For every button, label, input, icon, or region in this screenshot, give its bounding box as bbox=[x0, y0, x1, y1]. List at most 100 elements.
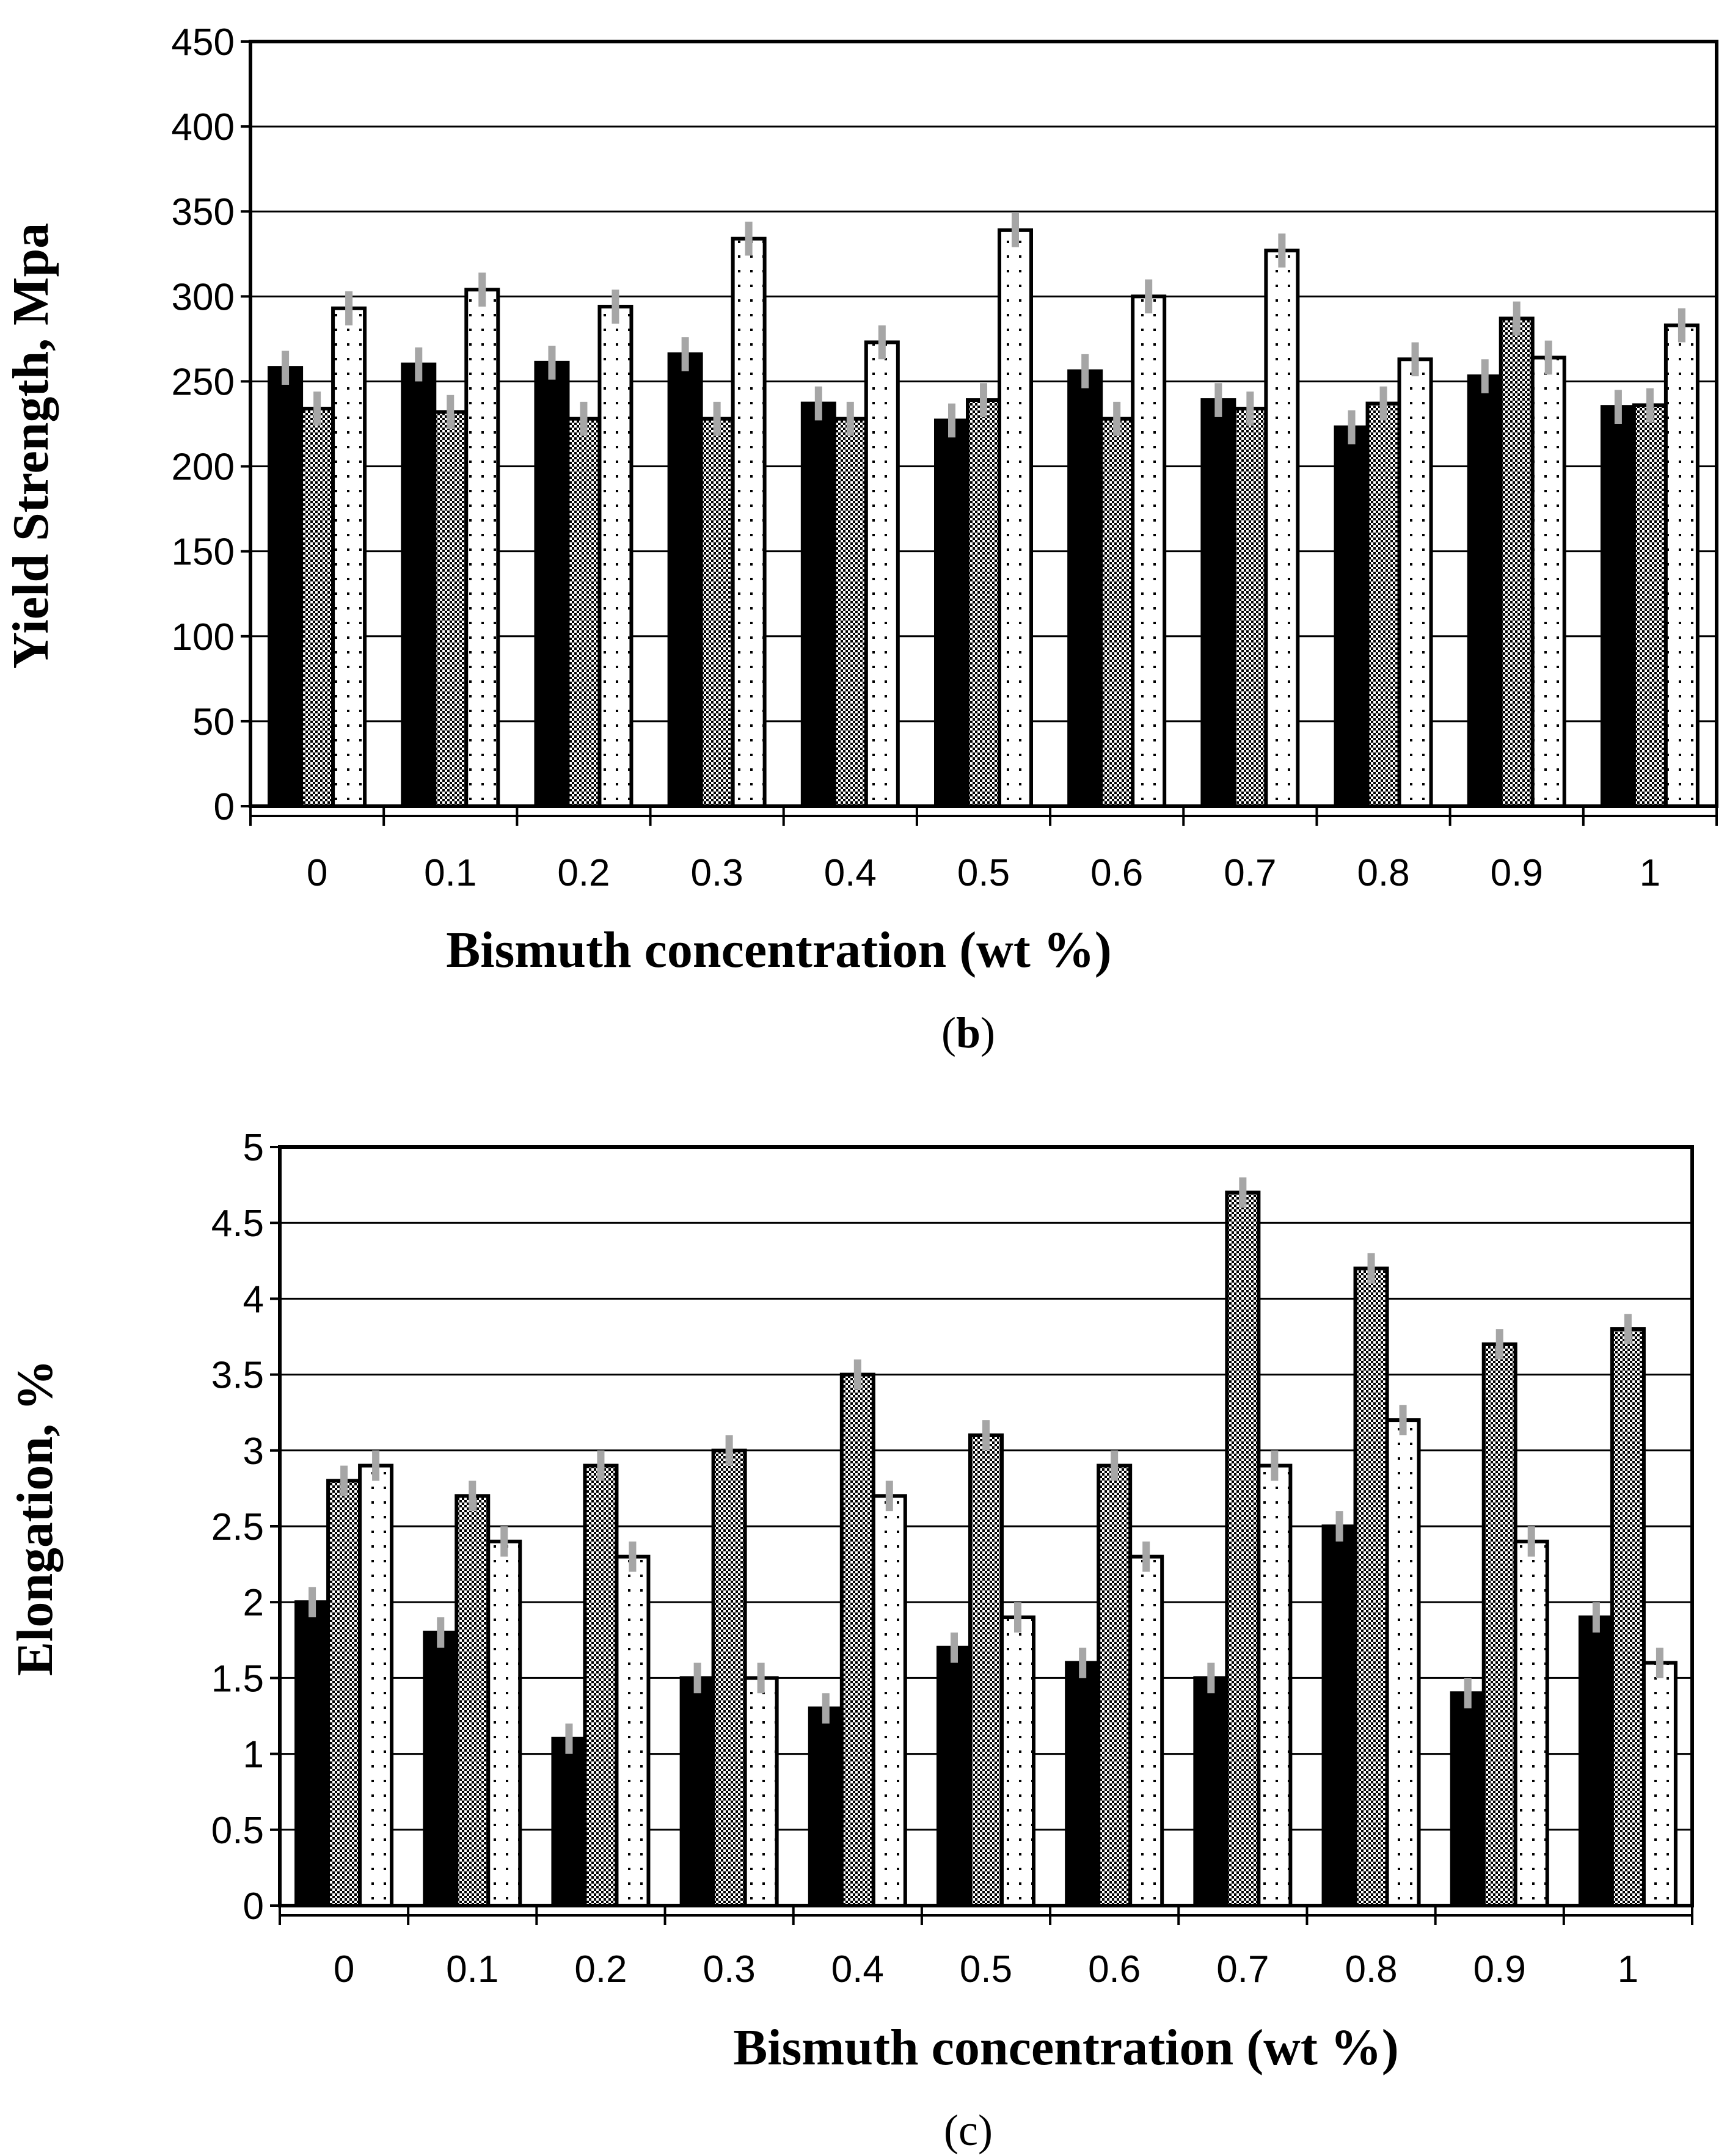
bar-black-0.4 bbox=[808, 1706, 844, 1908]
x-tick-label: 0.1 bbox=[446, 1948, 498, 1990]
bar-black-0.1 bbox=[423, 1630, 459, 1907]
x-tick-label: 0.5 bbox=[957, 852, 1010, 894]
error-bars bbox=[282, 213, 1685, 445]
y-tick-label: 300 bbox=[172, 276, 235, 318]
bar-dotted-0.1 bbox=[486, 1539, 522, 1908]
chart-panel-c: 0 0.5 1 1.5 2 2.5 3 3.5 4 4.5 5 0 0.1 0.2 0.3 0.4 0.5 0.… bbox=[7, 1127, 1694, 2155]
y-tick-label: 0 bbox=[214, 786, 235, 828]
bar-dotted-0 bbox=[358, 1463, 394, 1907]
bar-black-0.9 bbox=[1450, 1691, 1486, 1907]
bar-checkered-0.1 bbox=[433, 410, 469, 808]
bar-checkered-0.3 bbox=[711, 1448, 747, 1908]
bar-checkered-0.9 bbox=[1499, 316, 1535, 808]
bar-dotted-0.5 bbox=[998, 228, 1033, 808]
bar-black-0.8 bbox=[1334, 425, 1370, 808]
bar-dotted-0.2 bbox=[597, 305, 633, 808]
bar-checkered-0.8 bbox=[1365, 401, 1401, 808]
bar-dotted-0.1 bbox=[464, 288, 500, 808]
bar-black-0.6 bbox=[1067, 369, 1103, 808]
bar-dotted-0.6 bbox=[1128, 1554, 1164, 1907]
y-tick-labels: 0 0.5 1 1.5 2 2.5 3 3.5 4 4.5 5 bbox=[211, 1127, 280, 1928]
y-tick-label: 50 bbox=[192, 701, 235, 743]
y-tick-label: 3 bbox=[243, 1430, 264, 1473]
bar-checkered-0.4 bbox=[832, 417, 868, 808]
bar-black-0.4 bbox=[800, 401, 836, 808]
x-tick-label: 0.8 bbox=[1357, 852, 1409, 894]
x-axis-title: Bismuth concentration (wt %) bbox=[446, 922, 1112, 978]
y-tick-label: 1 bbox=[243, 1734, 264, 1776]
bar-dotted-0.7 bbox=[1257, 1463, 1293, 1907]
x-tick-label: 0.9 bbox=[1491, 852, 1543, 894]
x-tick-label: 0.6 bbox=[1090, 852, 1143, 894]
bar-dotted-0.8 bbox=[1385, 1418, 1421, 1908]
y-tick-label: 400 bbox=[172, 106, 235, 148]
bars bbox=[268, 228, 1700, 809]
bar-dotted-0.5 bbox=[1000, 1615, 1035, 1908]
panel-label-b: (b) bbox=[941, 1008, 995, 1057]
x-tick-labels: 0 0.1 0.2 0.3 0.4 0.5 0.6 0.7 0.8 0.9 1 bbox=[334, 1948, 1638, 1990]
bar-black-0.8 bbox=[1321, 1524, 1357, 1907]
bar-checkered-0.5 bbox=[968, 1433, 1004, 1907]
bar-checkered-0.3 bbox=[699, 417, 735, 808]
bar-checkered-0.7 bbox=[1225, 1190, 1261, 1907]
x-tick-label: 0.8 bbox=[1345, 1948, 1397, 1990]
bar-black-0 bbox=[268, 366, 304, 808]
bar-checkered-0.1 bbox=[455, 1494, 491, 1908]
y-axis-title: Elongation, % bbox=[7, 1360, 64, 1676]
y-tick-label: 350 bbox=[172, 191, 235, 233]
bar-dotted-0.4 bbox=[864, 340, 900, 808]
bar-dotted-0.9 bbox=[1530, 355, 1566, 808]
bar-black-0.7 bbox=[1193, 1676, 1229, 1907]
bar-checkered-0 bbox=[299, 406, 335, 808]
x-tick-labels: 0 0.1 0.2 0.3 0.4 0.5 0.6 0.7 0.8 0.9 1 bbox=[307, 852, 1660, 894]
x-tick-label: 0.4 bbox=[831, 1948, 884, 1990]
panel-label-c: (c) bbox=[944, 2106, 993, 2155]
bar-dotted-0.8 bbox=[1397, 357, 1433, 808]
x-tick-label: 1 bbox=[1618, 1948, 1638, 1990]
x-tick-label: 0.7 bbox=[1216, 1948, 1269, 1990]
x-tick-label: 0.5 bbox=[960, 1948, 1012, 1990]
y-tick-label: 4 bbox=[243, 1278, 264, 1320]
bar-checkered-0.2 bbox=[566, 417, 602, 808]
x-tick-label: 0 bbox=[334, 1948, 354, 1990]
x-axis-title: Bismuth concentration (wt %) bbox=[733, 2019, 1399, 2076]
y-tick-label: 0.5 bbox=[211, 1810, 264, 1852]
bar-checkered-0.8 bbox=[1353, 1266, 1389, 1907]
bar-black-0.1 bbox=[401, 362, 437, 808]
bar-checkered-0.7 bbox=[1232, 406, 1268, 808]
x-axis bbox=[249, 806, 1718, 826]
bar-checkered-0.6 bbox=[1099, 417, 1135, 808]
y-tick-label: 0 bbox=[243, 1885, 264, 1928]
y-tick-label: 2.5 bbox=[211, 1506, 264, 1548]
x-tick-label: 0.1 bbox=[424, 852, 476, 894]
bar-checkered-0.5 bbox=[966, 398, 1001, 808]
bar-dotted-0.9 bbox=[1513, 1539, 1549, 1908]
y-tick-labels: 0 50 100 150 200 250 300 350 400 450 bbox=[172, 21, 250, 828]
bar-black-0.3 bbox=[679, 1676, 715, 1907]
bar-dotted-0.2 bbox=[615, 1554, 651, 1907]
y-tick-label: 2 bbox=[243, 1582, 264, 1624]
bar-black-0.5 bbox=[934, 418, 969, 808]
bar-black-1 bbox=[1578, 1615, 1614, 1908]
bar-black-0.5 bbox=[937, 1645, 972, 1907]
bar-dotted-1 bbox=[1641, 1661, 1678, 1908]
y-tick-label: 5 bbox=[243, 1127, 264, 1169]
plot-frame bbox=[249, 40, 1718, 808]
bar-dotted-0.7 bbox=[1264, 249, 1300, 809]
y-tick-label: 150 bbox=[172, 531, 235, 574]
y-tick-label: 3.5 bbox=[211, 1355, 264, 1397]
bar-dotted-0.6 bbox=[1131, 294, 1167, 809]
error-bars bbox=[309, 1177, 1663, 1754]
bar-black-0.2 bbox=[551, 1736, 587, 1907]
bar-black-1 bbox=[1600, 405, 1636, 808]
y-tick-label: 4.5 bbox=[211, 1203, 264, 1245]
bar-dotted-0.4 bbox=[871, 1494, 907, 1908]
x-tick-label: 0.6 bbox=[1088, 1948, 1141, 1990]
bar-dotted-0.3 bbox=[731, 236, 767, 808]
y-axis-title: Yield Strength, Mpa bbox=[2, 223, 59, 669]
y-tick-label: 450 bbox=[172, 21, 235, 64]
y-tick-label: 250 bbox=[172, 361, 235, 403]
bar-checkered-1 bbox=[1610, 1327, 1646, 1908]
x-axis bbox=[279, 1906, 1693, 1925]
